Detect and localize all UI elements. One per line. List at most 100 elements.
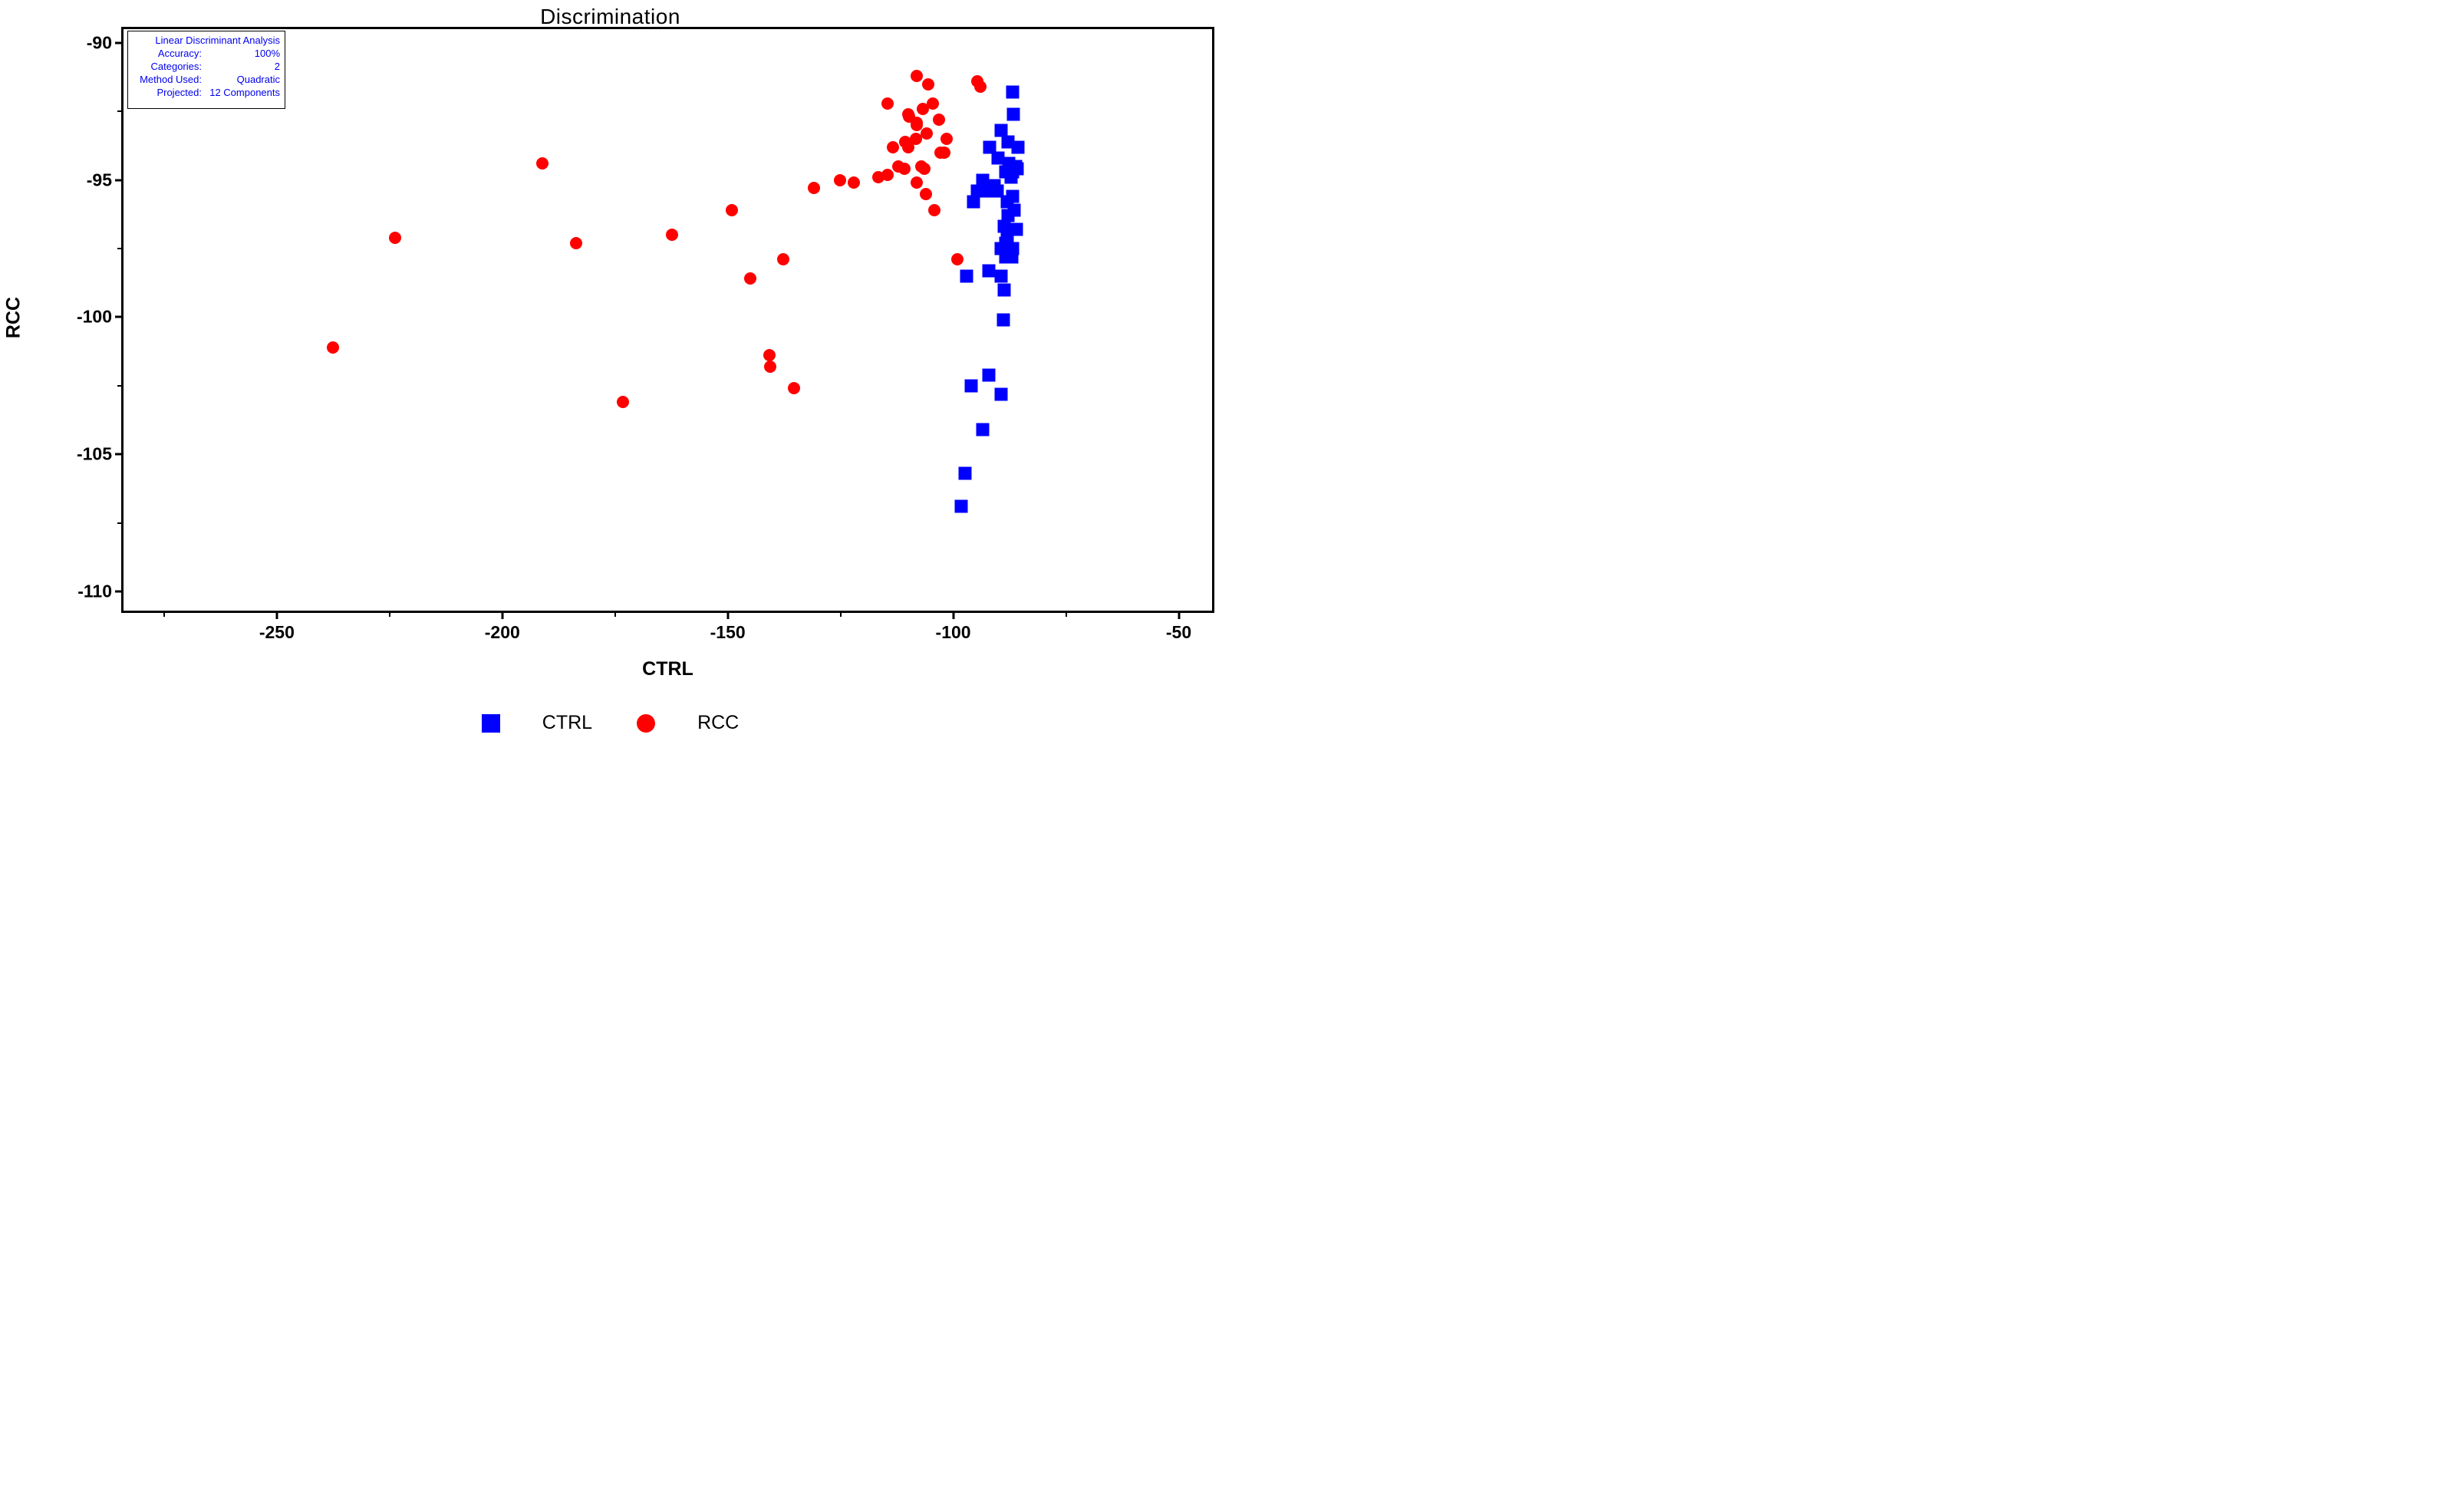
data-point-rcc <box>921 77 934 91</box>
data-point-rcc <box>917 163 931 176</box>
data-point-rcc <box>666 229 679 242</box>
data-point-rcc <box>872 171 884 184</box>
data-point-ctrl <box>960 269 973 283</box>
plot-area: Linear Discriminant Analysis Accuracy: 10… <box>77 27 1214 642</box>
info-value: 100% <box>254 48 280 59</box>
x-axis-tick-label: -50 <box>1165 622 1192 642</box>
data-point-rcc <box>776 253 789 266</box>
data-point-rcc <box>919 187 932 200</box>
data-point-rcc <box>536 157 549 170</box>
data-point-rcc <box>926 97 939 110</box>
data-point-ctrl <box>954 499 968 513</box>
data-point-ctrl <box>1004 170 1018 184</box>
info-box-row: Categories: 2 <box>131 60 280 73</box>
data-point-rcc <box>887 140 900 153</box>
x-axis-minor-tick <box>388 613 390 617</box>
y-axis-minor-tick <box>117 522 121 524</box>
info-box-title: Linear Discriminant Analysis <box>155 35 280 46</box>
data-point-ctrl <box>982 264 996 278</box>
data-point-rcc <box>881 168 894 181</box>
legend-label: CTRL <box>542 712 593 733</box>
info-value: 12 Components <box>209 87 280 98</box>
x-axis-title: CTRL <box>642 658 693 680</box>
info-box-row: Method Used: Quadratic <box>131 73 280 86</box>
data-point-ctrl <box>1005 250 1019 264</box>
data-point-rcc <box>921 127 934 140</box>
legend-item-ctrl: CTRL <box>481 712 593 734</box>
data-point-rcc <box>763 349 776 362</box>
data-point-ctrl <box>991 151 1005 165</box>
x-axis-major-tick <box>1178 613 1180 619</box>
data-point-rcc <box>881 97 894 110</box>
data-point-ctrl <box>1006 107 1020 121</box>
y-axis-major-tick <box>115 453 121 456</box>
data-point-ctrl <box>997 283 1011 297</box>
data-point-ctrl <box>997 219 1011 233</box>
x-axis-major-tick <box>952 613 955 619</box>
info-label: Projected: <box>156 87 202 98</box>
y-axis-title: RCC <box>2 296 25 339</box>
info-label: Categories: <box>150 61 202 72</box>
legend-square-icon <box>481 713 500 733</box>
data-point-rcc <box>617 396 630 409</box>
x-axis-major-tick <box>726 613 730 619</box>
y-axis-major-tick <box>115 41 121 44</box>
data-point-rcc <box>933 113 946 126</box>
data-point-rcc <box>725 203 738 216</box>
data-point-rcc <box>974 81 987 94</box>
data-point-ctrl <box>983 140 996 154</box>
info-value: 2 <box>274 61 280 72</box>
x-axis-tick-label: -200 <box>484 622 520 642</box>
data-point-rcc <box>763 360 776 373</box>
info-box-row: Projected: 12 Components <box>131 86 280 99</box>
x-axis-minor-tick <box>163 613 165 617</box>
data-point-rcc <box>916 102 929 115</box>
data-point-rcc <box>910 69 923 82</box>
data-point-ctrl <box>977 184 991 198</box>
y-axis-tick-label: -95 <box>86 170 112 190</box>
data-point-rcc <box>910 119 923 132</box>
data-point-rcc <box>326 341 339 354</box>
data-point-rcc <box>744 272 757 285</box>
data-point-rcc <box>834 173 847 186</box>
data-point-ctrl <box>994 124 1008 137</box>
x-axis-tick-label: -250 <box>259 622 295 642</box>
data-point-ctrl <box>967 195 980 209</box>
data-point-ctrl <box>994 269 1008 283</box>
info-box-row: Accuracy: 100% <box>131 47 280 60</box>
data-point-rcc <box>570 236 583 249</box>
data-point-rcc <box>848 176 861 189</box>
y-axis-tick-label: -100 <box>76 306 112 327</box>
legend: CTRL RCC <box>0 712 1220 734</box>
y-axis-tick-label: -90 <box>86 32 112 53</box>
y-axis-minor-tick <box>117 110 121 113</box>
data-point-ctrl <box>996 313 1010 327</box>
legend-item-rcc: RCC <box>637 712 739 734</box>
legend-circle-icon <box>637 713 656 733</box>
y-axis-tick-label: -110 <box>77 581 112 601</box>
x-axis-tick-label: -100 <box>935 622 971 642</box>
data-point-rcc <box>898 163 911 176</box>
data-point-ctrl <box>1001 209 1015 222</box>
info-label: Accuracy: <box>157 48 202 59</box>
data-point-ctrl <box>964 379 978 393</box>
legend-label: RCC <box>697 712 740 733</box>
data-point-rcc <box>940 133 953 146</box>
x-axis-major-tick <box>275 613 278 619</box>
x-axis-minor-tick <box>1065 613 1067 617</box>
y-axis-minor-tick <box>117 248 121 250</box>
data-point-ctrl <box>1006 85 1020 99</box>
info-value: Quadratic <box>236 74 280 85</box>
x-axis-major-tick <box>501 613 504 619</box>
x-axis-minor-tick <box>614 613 616 617</box>
data-point-rcc <box>389 231 402 244</box>
info-label: Method Used: <box>140 74 202 85</box>
data-point-ctrl <box>976 173 990 187</box>
data-point-rcc <box>902 140 915 153</box>
data-point-ctrl <box>958 466 972 480</box>
info-box-rows: Accuracy: 100% Categories: 2 Method Used: Qua… <box>131 47 280 99</box>
data-point-rcc <box>910 176 923 189</box>
chart-title: Discrimination <box>540 5 680 28</box>
y-axis-tick-label: -105 <box>76 443 112 464</box>
y-axis-major-tick <box>115 315 121 318</box>
